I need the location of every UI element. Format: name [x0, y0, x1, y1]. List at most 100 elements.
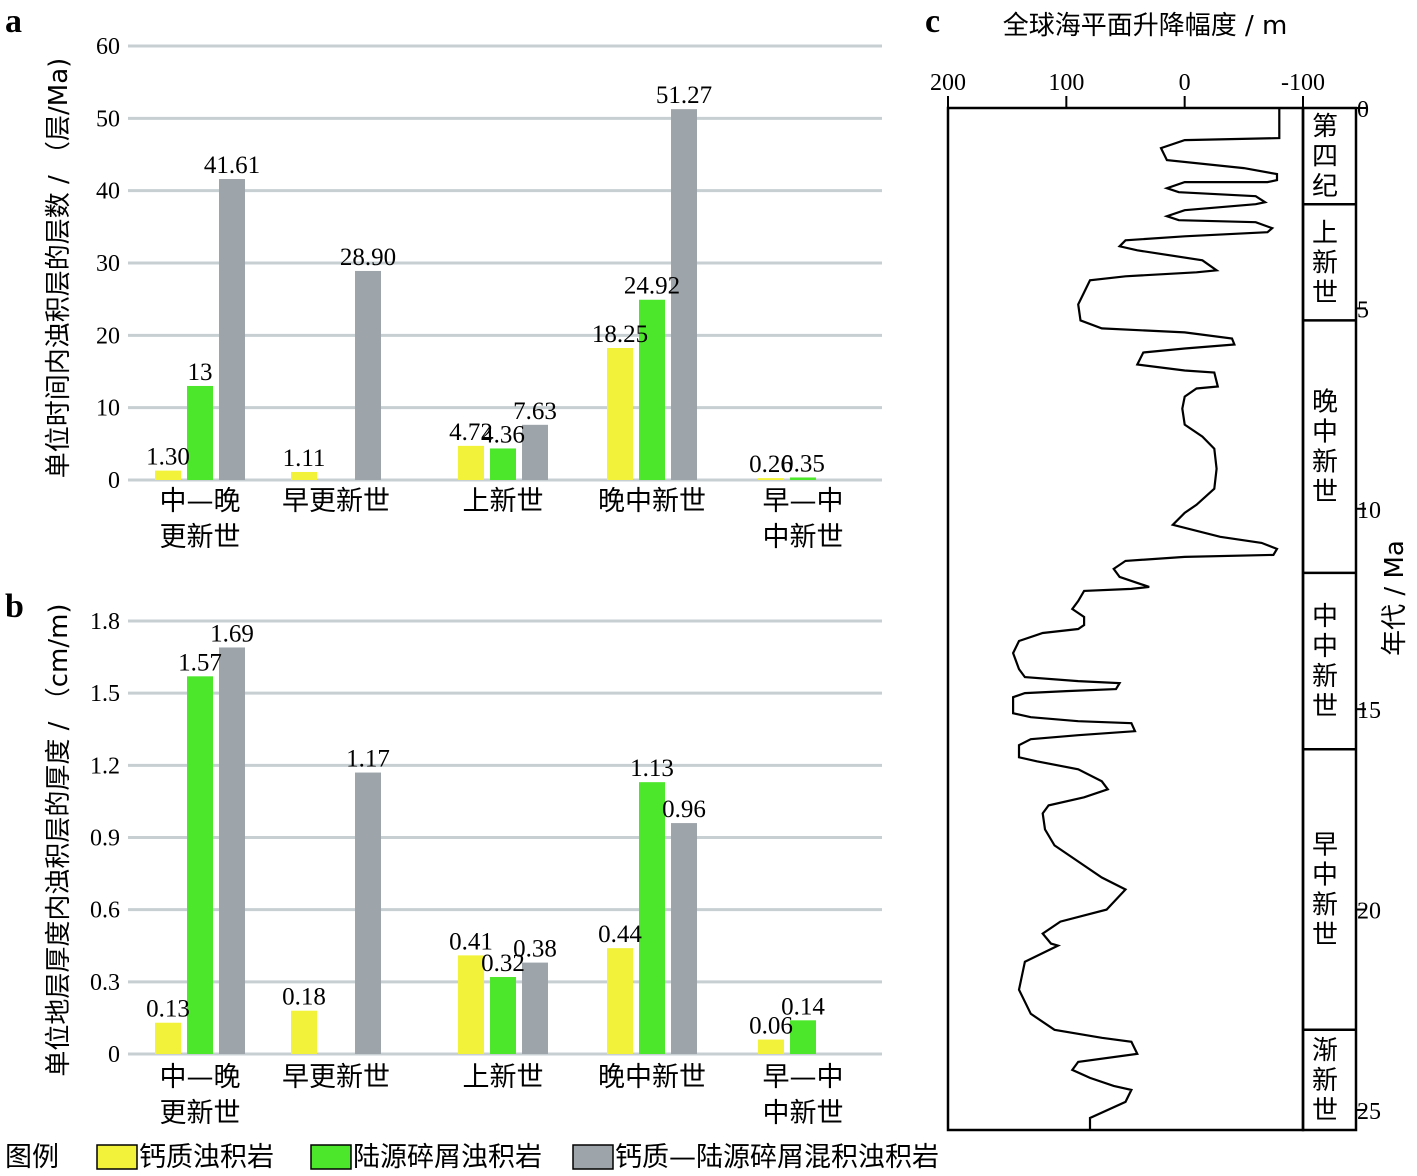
epoch-label: 中 — [1312, 632, 1338, 662]
data-label: 1.13 — [630, 755, 674, 782]
epoch-label: 晚 — [1312, 388, 1338, 418]
data-label: 0.32 — [481, 950, 525, 977]
epoch-label: 第 — [1312, 112, 1338, 142]
epoch-label: 世 — [1312, 478, 1338, 508]
data-label: 18.25 — [592, 321, 648, 348]
bar-a-s0-c4 — [758, 478, 784, 480]
chart-c: c 全球海平面升降幅度 / m 200 100 0 -100 0 5 10 15 20 25 第… — [925, 3, 1410, 1132]
chart-a: a 单位时间内浊积层的层数 / （层/Ma) 0 10 20 30 40 50 60 1.3… — [5, 3, 882, 553]
x-category-label: 早更新世 — [282, 486, 390, 517]
data-label: 4.72 — [449, 419, 493, 446]
chart-c-title: 全球海平面升降幅度 / m — [1003, 11, 1288, 41]
epoch-label: 早 — [1312, 831, 1338, 861]
epoch-label: 上 — [1312, 218, 1338, 248]
x-category-label: 中—晚 — [160, 486, 241, 517]
data-label: 7.63 — [513, 398, 557, 425]
y-tick-label: 1.5 — [90, 681, 120, 707]
data-label: 0.13 — [146, 996, 190, 1023]
bar-a-s2-c0 — [219, 179, 245, 480]
chart-b: b 单位地层厚度内浊积层的厚度 / （cm/m) 0 0.3 0.6 0.9 1.2 1.… — [5, 588, 882, 1129]
data-label: 28.90 — [340, 244, 396, 271]
data-label: 0.41 — [449, 928, 493, 955]
bar-b-s1-c0 — [187, 676, 213, 1054]
x-category-label: 早—中 — [763, 1062, 844, 1093]
bar-b-s2-c1 — [355, 772, 381, 1054]
epoch-label: 新 — [1312, 662, 1338, 692]
data-label: 41.61 — [204, 152, 260, 179]
panel-a-label: a — [5, 3, 22, 40]
y-tick-label: 25 — [1357, 1099, 1381, 1125]
bar-b-s2-c0 — [219, 647, 245, 1054]
legend-title: 图例 — [5, 1142, 59, 1173]
x-category-label: 中新世 — [763, 522, 844, 553]
epoch-label: 世 — [1312, 1096, 1338, 1126]
data-label: 1.11 — [283, 445, 326, 472]
bar-a-s0-c0 — [155, 470, 181, 480]
chart-a-ylabel: 单位时间内浊积层的层数 / （层/Ma) — [44, 58, 74, 479]
bar-b-s0-c1 — [291, 1010, 317, 1054]
epoch-label: 纪 — [1312, 172, 1338, 202]
epoch-label: 渐 — [1312, 1036, 1338, 1066]
y-tick-label: 0 — [1357, 97, 1369, 123]
panel-c-label: c — [925, 3, 940, 40]
legend-swatch-mixed — [572, 1144, 614, 1170]
y-tick-label: 0 — [108, 468, 120, 494]
x-tick-label: -100 — [1281, 70, 1325, 96]
bar-a-s1-c4 — [790, 477, 816, 480]
bar-a-s1-c3 — [639, 299, 665, 480]
bar-b-s1-c3 — [639, 782, 665, 1054]
legend-item-mixed: 钙质—陆源碎屑混积浊积岩 — [615, 1142, 939, 1173]
x-category-label: 早更新世 — [282, 1062, 390, 1093]
bar-b-s0-c2 — [458, 955, 484, 1054]
epoch-label: 新 — [1312, 1066, 1338, 1096]
y-tick-label: 30 — [96, 251, 120, 277]
epoch-label: 世 — [1312, 921, 1338, 951]
epoch-label: 世 — [1312, 692, 1338, 722]
epoch-label: 新 — [1312, 448, 1338, 478]
data-label: 51.27 — [656, 82, 712, 109]
data-label: 0.26 — [749, 451, 793, 478]
data-label: 0.35 — [781, 450, 825, 477]
x-category-label: 更新世 — [160, 1098, 241, 1129]
x-tick-label: 100 — [1048, 70, 1084, 96]
legend: 图例 钙质浊积岩 陆源碎屑浊积岩 钙质—陆源碎屑混积浊积岩 — [5, 1142, 939, 1173]
y-tick-label: 0.6 — [90, 898, 120, 924]
panel-b-label: b — [5, 588, 24, 625]
x-tick-label: 0 — [1179, 70, 1191, 96]
bar-a-s0-c1 — [291, 471, 317, 480]
chart-c-plot-frame — [946, 106, 1305, 1132]
data-label: 4.36 — [481, 421, 525, 448]
data-label: 1.69 — [210, 620, 254, 647]
y-tick-label: 0.9 — [90, 826, 120, 852]
x-category-label: 更新世 — [160, 522, 241, 553]
y-tick-label: 20 — [96, 323, 120, 349]
y-tick-label: 10 — [96, 396, 120, 422]
bar-b-s0-c3 — [607, 948, 633, 1054]
data-label: 24.92 — [624, 273, 680, 300]
epoch-label: 世 — [1312, 278, 1338, 308]
x-category-label: 早—中 — [763, 486, 844, 517]
y-tick-label: 60 — [96, 34, 120, 60]
data-label: 0.96 — [662, 796, 706, 823]
data-label: 0.06 — [749, 1013, 793, 1040]
x-tick-label: 200 — [930, 70, 966, 96]
y-tick-label: 1.8 — [90, 609, 120, 635]
y-tick-label: 5 — [1357, 297, 1369, 323]
y-tick-label: 1.2 — [90, 753, 120, 779]
epoch-label: 四 — [1312, 142, 1338, 172]
y-tick-label: 0 — [108, 1042, 120, 1068]
epoch-label: 新 — [1312, 248, 1338, 278]
epoch-label: 新 — [1312, 891, 1338, 921]
bar-a-s2-c3 — [671, 109, 697, 480]
x-category-label: 上新世 — [463, 486, 544, 517]
y-tick-label: 20 — [1357, 899, 1381, 925]
y-tick-label: 15 — [1357, 698, 1381, 724]
bar-b-s0-c0 — [155, 1022, 181, 1054]
epoch-column — [1301, 106, 1358, 1132]
data-label: 1.57 — [178, 649, 222, 676]
bar-b-s1-c2 — [490, 977, 516, 1054]
data-label: 0.44 — [598, 921, 642, 948]
bar-b-s0-c4 — [758, 1039, 784, 1054]
data-label: 0.14 — [781, 993, 825, 1020]
bar-a-s2-c1 — [355, 270, 381, 480]
